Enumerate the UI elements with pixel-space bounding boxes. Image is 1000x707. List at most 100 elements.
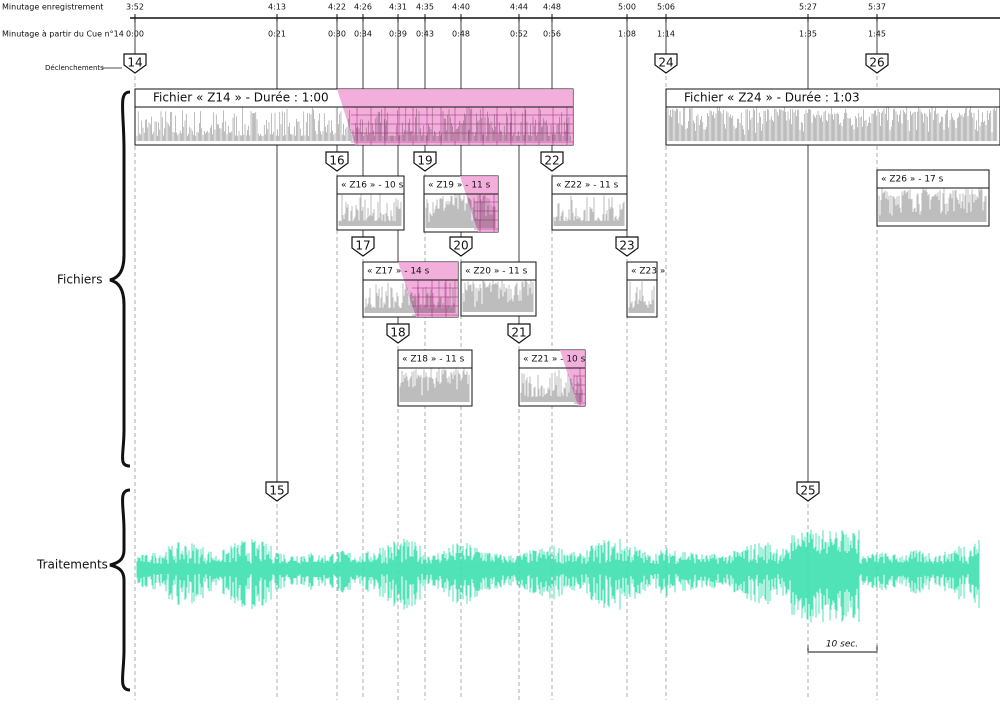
file-highlight bbox=[560, 350, 585, 406]
trigger-number: 16 bbox=[329, 154, 344, 168]
file-frame bbox=[665, 88, 1000, 146]
file-highlight bbox=[460, 176, 498, 232]
cue-time: 0:00 bbox=[126, 30, 144, 39]
trigger-number: 15 bbox=[269, 484, 284, 498]
trigger-marker bbox=[413, 151, 437, 172]
trigger-marker bbox=[351, 236, 375, 257]
cue-time: 0:56 bbox=[543, 30, 561, 39]
file-title: « Z26 » - 17 s bbox=[881, 175, 944, 185]
file-spectrogram bbox=[364, 280, 456, 313]
trigger-number: 24 bbox=[658, 56, 673, 70]
trigger-marker bbox=[123, 53, 147, 74]
cue-time: 0:43 bbox=[416, 30, 434, 39]
cue-time: 0:39 bbox=[389, 30, 407, 39]
recording-time: 4:13 bbox=[268, 3, 286, 12]
processing-waveform bbox=[136, 529, 980, 623]
cue-time: 0:21 bbox=[268, 30, 286, 39]
recording-time: 4:31 bbox=[389, 3, 407, 12]
cue-time: 0:34 bbox=[354, 30, 372, 39]
trigger-marker bbox=[865, 53, 889, 74]
file-spectrogram bbox=[338, 194, 402, 226]
cue-time: 1:08 bbox=[618, 30, 636, 39]
trigger-number: 18 bbox=[390, 326, 405, 340]
file-spectrogram bbox=[136, 107, 571, 141]
triggers-label: Déclenchements bbox=[45, 64, 104, 72]
recording-time: 5:00 bbox=[618, 3, 636, 12]
recording-time-label: Minutage enregistrement bbox=[2, 3, 103, 12]
file-box: « Z26 » - 17 s bbox=[876, 169, 990, 227]
file-spectrogram bbox=[553, 195, 625, 226]
recording-time: 4:26 bbox=[354, 3, 372, 12]
file-title: « Z19 » - 11 s bbox=[428, 181, 491, 191]
file-grid bbox=[474, 194, 498, 232]
trigger-number: 17 bbox=[355, 239, 370, 253]
trigger-marker bbox=[449, 236, 473, 257]
trigger-marker bbox=[540, 151, 564, 172]
trigger-number: 25 bbox=[800, 484, 815, 498]
file-title: « Z20 » - 11 s bbox=[465, 267, 528, 277]
trigger-marker bbox=[654, 53, 678, 74]
file-grid bbox=[574, 368, 585, 406]
trigger-marker bbox=[796, 481, 820, 502]
file-box: « Z20 » - 11 s bbox=[460, 261, 537, 317]
file-box: « Z19 » - 11 s bbox=[423, 175, 499, 233]
file-box: Fichier « Z14 » - Durée : 1:00 bbox=[134, 88, 574, 146]
recording-time: 4:22 bbox=[328, 3, 346, 12]
file-spectrogram bbox=[628, 281, 655, 313]
file-box: « Z17 » - 14 s bbox=[362, 261, 459, 318]
cue-time-label: Minutage à partir du Cue n°14 bbox=[2, 30, 124, 39]
file-title: Fichier « Z24 » - Durée : 1:03 bbox=[684, 91, 860, 105]
file-spectrogram bbox=[520, 370, 583, 402]
file-title: « Z18 » - 11 s bbox=[402, 355, 465, 365]
trigger-number: 14 bbox=[127, 56, 142, 70]
processing-label: Traitements bbox=[36, 558, 108, 572]
recording-time: 4:40 bbox=[452, 3, 470, 12]
scale-bar bbox=[807, 645, 878, 653]
file-spectrogram bbox=[462, 280, 534, 312]
file-box: « Z21 » - 10 s bbox=[518, 349, 586, 407]
trigger-number: 22 bbox=[544, 154, 559, 168]
file-title: « Z21 » - 10 s bbox=[523, 355, 586, 365]
file-title: « Z23 » bbox=[631, 267, 665, 277]
file-box: « Z16 » - 10 s bbox=[336, 175, 405, 231]
scale-label: 10 sec. bbox=[826, 640, 858, 650]
trigger-marker bbox=[386, 323, 410, 344]
trigger-marker bbox=[507, 323, 531, 344]
cue-time: 1:14 bbox=[657, 30, 675, 39]
file-spectrogram bbox=[878, 188, 987, 222]
file-title: Fichier « Z14 » - Durée : 1:00 bbox=[153, 91, 329, 105]
trigger-number: 20 bbox=[453, 239, 468, 253]
trigger-number: 26 bbox=[869, 56, 884, 70]
file-frame bbox=[551, 175, 628, 231]
trigger-number: 19 bbox=[417, 154, 432, 168]
file-grid bbox=[351, 107, 573, 145]
file-spectrogram bbox=[667, 107, 998, 141]
trigger-number: 23 bbox=[619, 239, 634, 253]
processing-brace bbox=[109, 488, 131, 692]
recording-time: 4:44 bbox=[510, 3, 528, 12]
file-title: « Z16 » - 10 s bbox=[341, 181, 404, 191]
file-title: « Z22 » - 11 s bbox=[556, 181, 619, 191]
cue-time: 0:52 bbox=[510, 30, 528, 39]
trigger-marker bbox=[325, 151, 349, 172]
recording-time: 4:35 bbox=[416, 3, 434, 12]
file-box: Fichier « Z24 » - Durée : 1:03 bbox=[665, 88, 1000, 146]
recording-time: 5:06 bbox=[657, 3, 675, 12]
cue-time: 1:35 bbox=[799, 30, 817, 39]
cue-time: 0:48 bbox=[452, 30, 470, 39]
file-title: « Z17 » - 14 s bbox=[367, 267, 430, 277]
trigger-number: 21 bbox=[511, 326, 526, 340]
recording-time: 4:48 bbox=[543, 3, 561, 12]
recording-time: 3:52 bbox=[126, 3, 144, 12]
file-box: « Z18 » - 11 s bbox=[397, 349, 473, 407]
file-frame bbox=[460, 261, 537, 317]
cue-time: 0:30 bbox=[328, 30, 346, 39]
cue-time: 1:45 bbox=[868, 30, 886, 39]
files-brace bbox=[109, 90, 131, 468]
recording-time: 5:27 bbox=[799, 3, 817, 12]
file-box: « Z23 » bbox=[626, 261, 665, 318]
files-label: Fichiers bbox=[57, 273, 102, 287]
recording-time: 5:37 bbox=[868, 3, 886, 12]
file-box: « Z22 » - 11 s bbox=[551, 175, 628, 231]
